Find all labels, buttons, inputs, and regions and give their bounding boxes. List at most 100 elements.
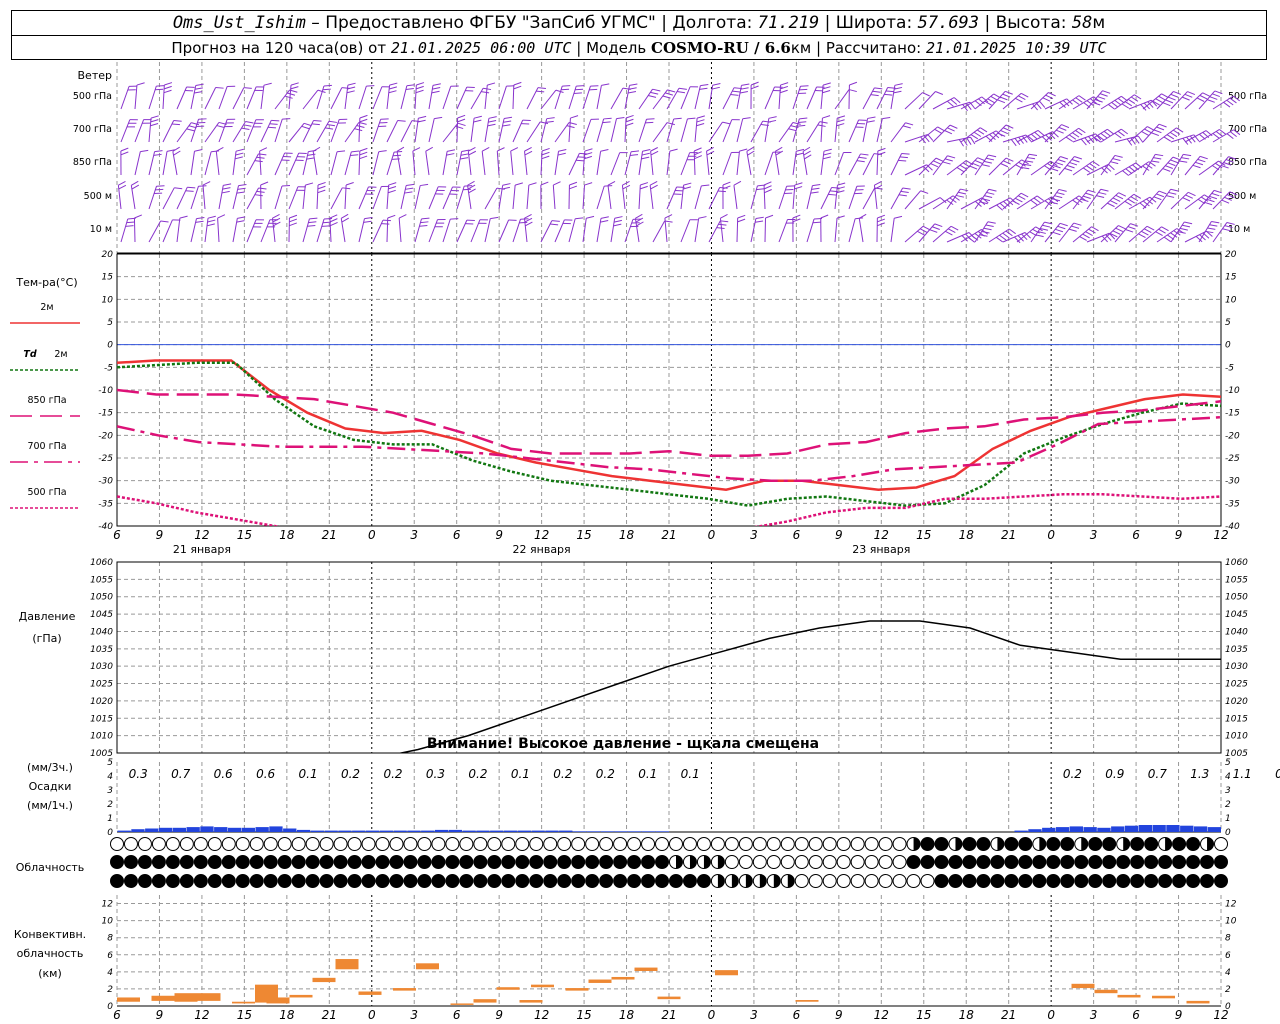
cloud-circle <box>473 874 488 888</box>
wind-barb <box>190 218 197 243</box>
cloud-symbol <box>962 874 977 888</box>
cloud-symbol <box>836 837 851 851</box>
wind-barb-flag <box>639 185 648 190</box>
cloud-symbol <box>501 874 516 888</box>
cloud-circle <box>1200 855 1215 869</box>
wind-barb-flag <box>1185 194 1193 199</box>
wind-barb-flag <box>1115 227 1124 233</box>
conv-layer <box>657 996 681 1000</box>
temp-xtick: 3 <box>750 528 758 542</box>
cloud-symbol <box>892 837 907 851</box>
cloud-circle <box>920 855 935 869</box>
wind-barb-flag <box>722 121 731 125</box>
wind-barb-flag <box>600 216 609 219</box>
wind-barb-flag <box>1167 96 1176 101</box>
wind-barb-flag <box>822 90 831 94</box>
wind-barb-flag <box>1044 200 1052 206</box>
wind-barb <box>582 86 591 110</box>
wind-level-right: 500 гПа <box>1228 91 1267 102</box>
cloud-circle <box>445 874 460 888</box>
wind-barb <box>512 84 515 110</box>
wind-barb <box>358 85 367 110</box>
cloud-circle <box>459 855 474 869</box>
cloud-circle <box>585 874 600 888</box>
wind-barb-flag <box>687 117 696 120</box>
legend-td-suffix: 2м <box>54 349 67 360</box>
cloud-circle <box>655 837 670 851</box>
wind-barb-flag <box>792 214 801 219</box>
wind-barb <box>523 218 528 243</box>
cloud-symbol <box>361 855 376 869</box>
wind-barb <box>1142 226 1162 243</box>
cloud-circle <box>1018 855 1033 869</box>
wind-barb <box>1184 92 1204 110</box>
wind-barb-flag <box>173 120 182 122</box>
cloud-circle <box>794 837 809 851</box>
wind-barb <box>274 118 283 143</box>
wind-barb-flag <box>1205 230 1214 234</box>
wind-barb <box>302 218 310 243</box>
wind-barb-flag <box>245 121 254 124</box>
temp-ytick-right: -40 <box>1225 522 1240 532</box>
cloud-circle <box>990 874 1005 888</box>
wind-barb-flag <box>1212 93 1220 98</box>
cloud-circle <box>864 874 879 888</box>
legend-td-prefix: Td <box>23 349 36 360</box>
wind-barb-flag <box>1200 196 1209 202</box>
wind-barb <box>1184 130 1207 143</box>
wind-barb-flag <box>481 146 490 152</box>
cloud-symbol <box>403 874 418 888</box>
wind-barb-flag <box>946 199 954 206</box>
wind-barb-flag <box>421 217 430 220</box>
wind-barb <box>834 152 844 176</box>
cloud-circle <box>1186 855 1201 869</box>
wind-barb-flag <box>481 91 490 94</box>
wind-barb-flag <box>1188 191 1196 197</box>
prec-bar <box>1124 825 1139 832</box>
cloud-symbol <box>375 855 390 869</box>
cloud-circle <box>878 874 893 888</box>
wind-barb <box>204 151 212 176</box>
wind-barb <box>848 218 856 243</box>
cloud-symbol <box>1214 837 1228 851</box>
temp-xtick: 12 <box>874 528 889 542</box>
wind-barb-flag <box>641 152 650 156</box>
pres-frame <box>116 561 1222 754</box>
cloud-circle <box>892 837 907 851</box>
cloud-symbol <box>1032 855 1047 869</box>
wind-barb-flag <box>289 218 298 223</box>
temp-xtick: 21 <box>661 528 676 542</box>
cloud-circle <box>655 855 670 869</box>
wind-barb-flag <box>1030 199 1038 206</box>
wind-barb <box>988 197 1011 210</box>
temp-xtick: 12 <box>194 528 209 542</box>
wind-barb-flag <box>1075 130 1083 136</box>
wind-barb-flag <box>1005 230 1013 237</box>
wind-barb-flag <box>1114 99 1122 106</box>
cloud-symbol <box>990 837 1005 851</box>
wind-barb-flag <box>662 95 671 99</box>
wind-barb-flag <box>1140 104 1147 111</box>
wind-barb-flag <box>569 185 578 190</box>
wind-barb-flag <box>1147 126 1155 131</box>
wind-barb-flag <box>273 221 281 227</box>
wind-barb <box>358 117 361 143</box>
wind-level-right: 700 гПа <box>1228 124 1267 135</box>
wind-barb-flag <box>747 150 755 156</box>
cloud-half <box>773 874 781 888</box>
wind-barb-flag <box>575 217 584 220</box>
conv-xtick: 6 <box>1132 1008 1140 1022</box>
wind-barb-flag <box>716 227 725 230</box>
conv-layer <box>795 1000 819 1002</box>
wind-barb-flag <box>1199 234 1206 241</box>
legend-label: 700 гПа <box>27 441 66 452</box>
cloud-circle <box>221 855 236 869</box>
wind-barb-flag <box>118 181 126 186</box>
wind-barb-flag <box>259 147 268 152</box>
cloud-circle <box>193 855 208 869</box>
wind-barb-flag <box>1111 101 1119 108</box>
prec-yunit-1h: (мм/1ч.) <box>27 799 73 812</box>
conv-xtick: 18 <box>619 1008 635 1022</box>
cloud-circle <box>850 837 865 851</box>
wind-barb-flag <box>513 85 522 90</box>
